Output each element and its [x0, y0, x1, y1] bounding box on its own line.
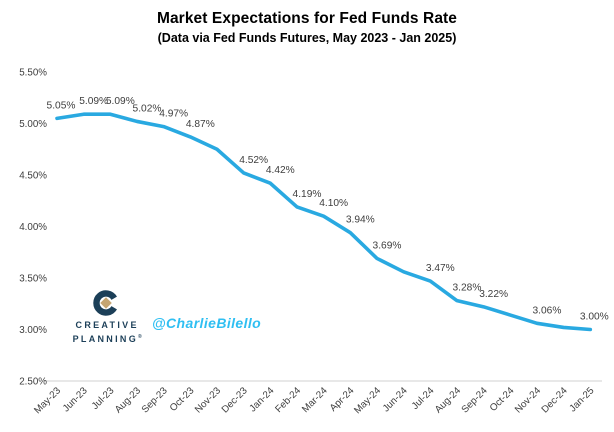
data-point-label: 5.09% [79, 96, 108, 107]
x-axis-tick-label: Oct-23 [168, 385, 197, 414]
data-point-label: 4.52% [239, 155, 268, 166]
chart-subtitle: (Data via Fed Funds Futures, May 2023 - … [157, 31, 457, 45]
x-axis-tick-label: Nov-23 [193, 385, 223, 415]
x-axis-tick-label: Aug-23 [113, 385, 144, 416]
registered-mark: ® [138, 334, 142, 340]
y-axis-tick-label: 2.50% [19, 377, 47, 388]
logo-text-creative: CREATIVE [75, 320, 139, 330]
logo-text-planning: PLANNING® [72, 334, 142, 344]
data-point-label: 4.42% [266, 165, 295, 176]
data-point-label: 3.94% [346, 215, 375, 226]
x-axis-tick-label: Aug-24 [433, 385, 464, 416]
data-point-label: 4.97% [159, 109, 188, 120]
data-point-label: 4.10% [319, 198, 348, 209]
y-axis-tick-label: 5.50% [19, 68, 47, 79]
x-axis-tick-label: Jun-24 [381, 385, 410, 414]
x-axis-tick-label: May-24 [352, 385, 383, 416]
x-axis-tick-label: Jan-25 [567, 385, 596, 414]
x-axis-tick-label: Jan-24 [247, 385, 276, 414]
x-axis-tick-label: Jun-23 [61, 385, 90, 414]
x-axis-tick-label: Nov-24 [513, 385, 543, 415]
x-axis-tick-label: Dec-24 [540, 385, 570, 415]
data-point-label: 5.05% [47, 100, 76, 111]
x-axis-tick-label: Mar-24 [300, 385, 330, 415]
y-axis-tick-label: 5.00% [19, 119, 47, 130]
x-axis-tick-label: Feb-24 [273, 385, 303, 415]
y-axis-tick-label: 4.00% [19, 222, 47, 233]
data-point-label: 3.28% [453, 283, 482, 294]
fed-funds-rate-line [55, 112, 593, 332]
charlie-bilello-handle: @CharlieBilello [152, 315, 262, 331]
x-axis-tick-label: Oct-24 [488, 385, 517, 414]
y-axis-tick-label: 4.50% [19, 171, 47, 182]
page-title: Market Expectations for Fed Funds Rate [156, 10, 458, 27]
x-axis-tick-label: May-23 [32, 385, 63, 416]
data-point-label: 4.87% [186, 119, 215, 130]
data-point-label: 3.00% [580, 312, 609, 323]
y-axis-tick-label: 3.50% [19, 274, 47, 285]
data-point-label: 3.22% [479, 289, 508, 300]
data-point-label: 3.69% [373, 240, 402, 251]
creative-planning-c-icon [93, 290, 117, 316]
data-point-label: 3.47% [426, 263, 455, 274]
x-axis-tick-label: Dec-23 [220, 385, 250, 415]
data-point-label: 3.06% [533, 305, 562, 316]
creative-planning-logo: CREATIVE PLANNING® [56, 289, 156, 345]
x-axis-tick-label: Sep-24 [460, 385, 491, 416]
x-axis-tick-label: Sep-23 [140, 385, 171, 416]
y-axis-tick-label: 3.00% [19, 325, 47, 336]
data-point-label: 5.02% [133, 103, 162, 114]
data-point-label: 4.19% [293, 189, 322, 200]
data-point-label: 5.09% [106, 96, 135, 107]
